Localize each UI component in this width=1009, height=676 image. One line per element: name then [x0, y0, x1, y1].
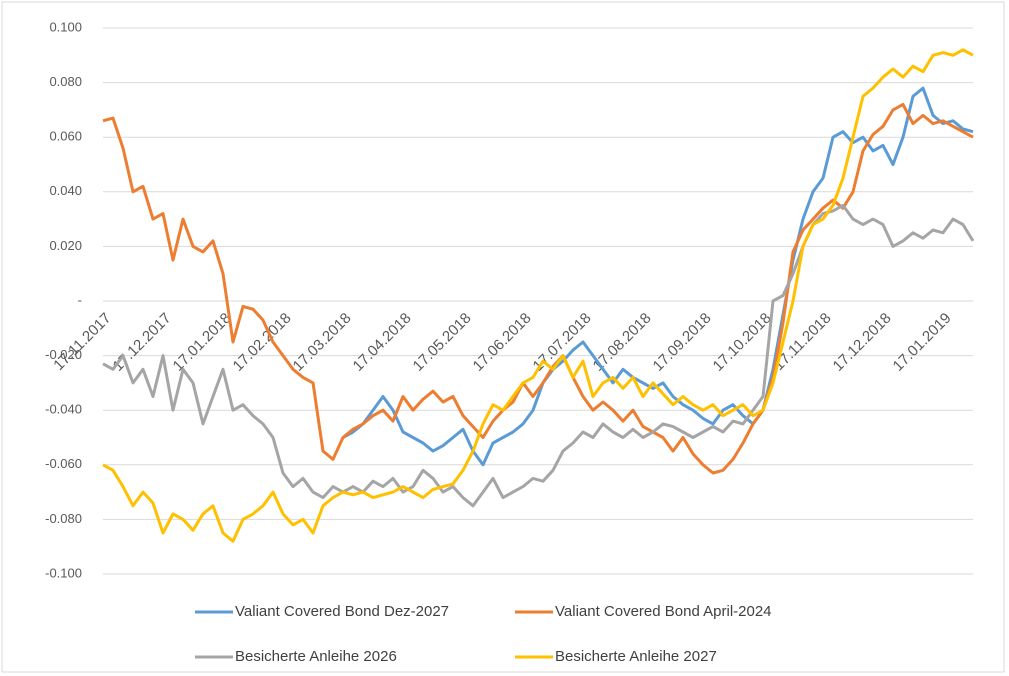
y-tick-label: -0.060 — [45, 456, 82, 471]
y-tick-label: -0.020 — [45, 347, 82, 362]
legend-label: Valiant Covered Bond Dez-2027 — [235, 603, 449, 620]
y-tick-label: - — [78, 292, 82, 307]
y-tick-label: 0.060 — [49, 129, 82, 144]
y-tick-label: 0.020 — [49, 238, 82, 253]
y-tick-label: -0.040 — [45, 402, 82, 417]
y-tick-label: -0.100 — [45, 565, 82, 580]
legend-label: Besicherte Anleihe 2026 — [235, 648, 397, 665]
y-tick-label: -0.080 — [45, 511, 82, 526]
y-tick-label: 0.040 — [49, 183, 82, 198]
y-tick-label: 0.080 — [49, 74, 82, 89]
y-tick-label: 0.100 — [49, 19, 82, 34]
series-line — [102, 48, 974, 543]
series-line — [102, 102, 974, 475]
legend-label: Besicherte Anleihe 2027 — [555, 648, 717, 665]
legend-label: Valiant Covered Bond April-2024 — [555, 603, 772, 620]
